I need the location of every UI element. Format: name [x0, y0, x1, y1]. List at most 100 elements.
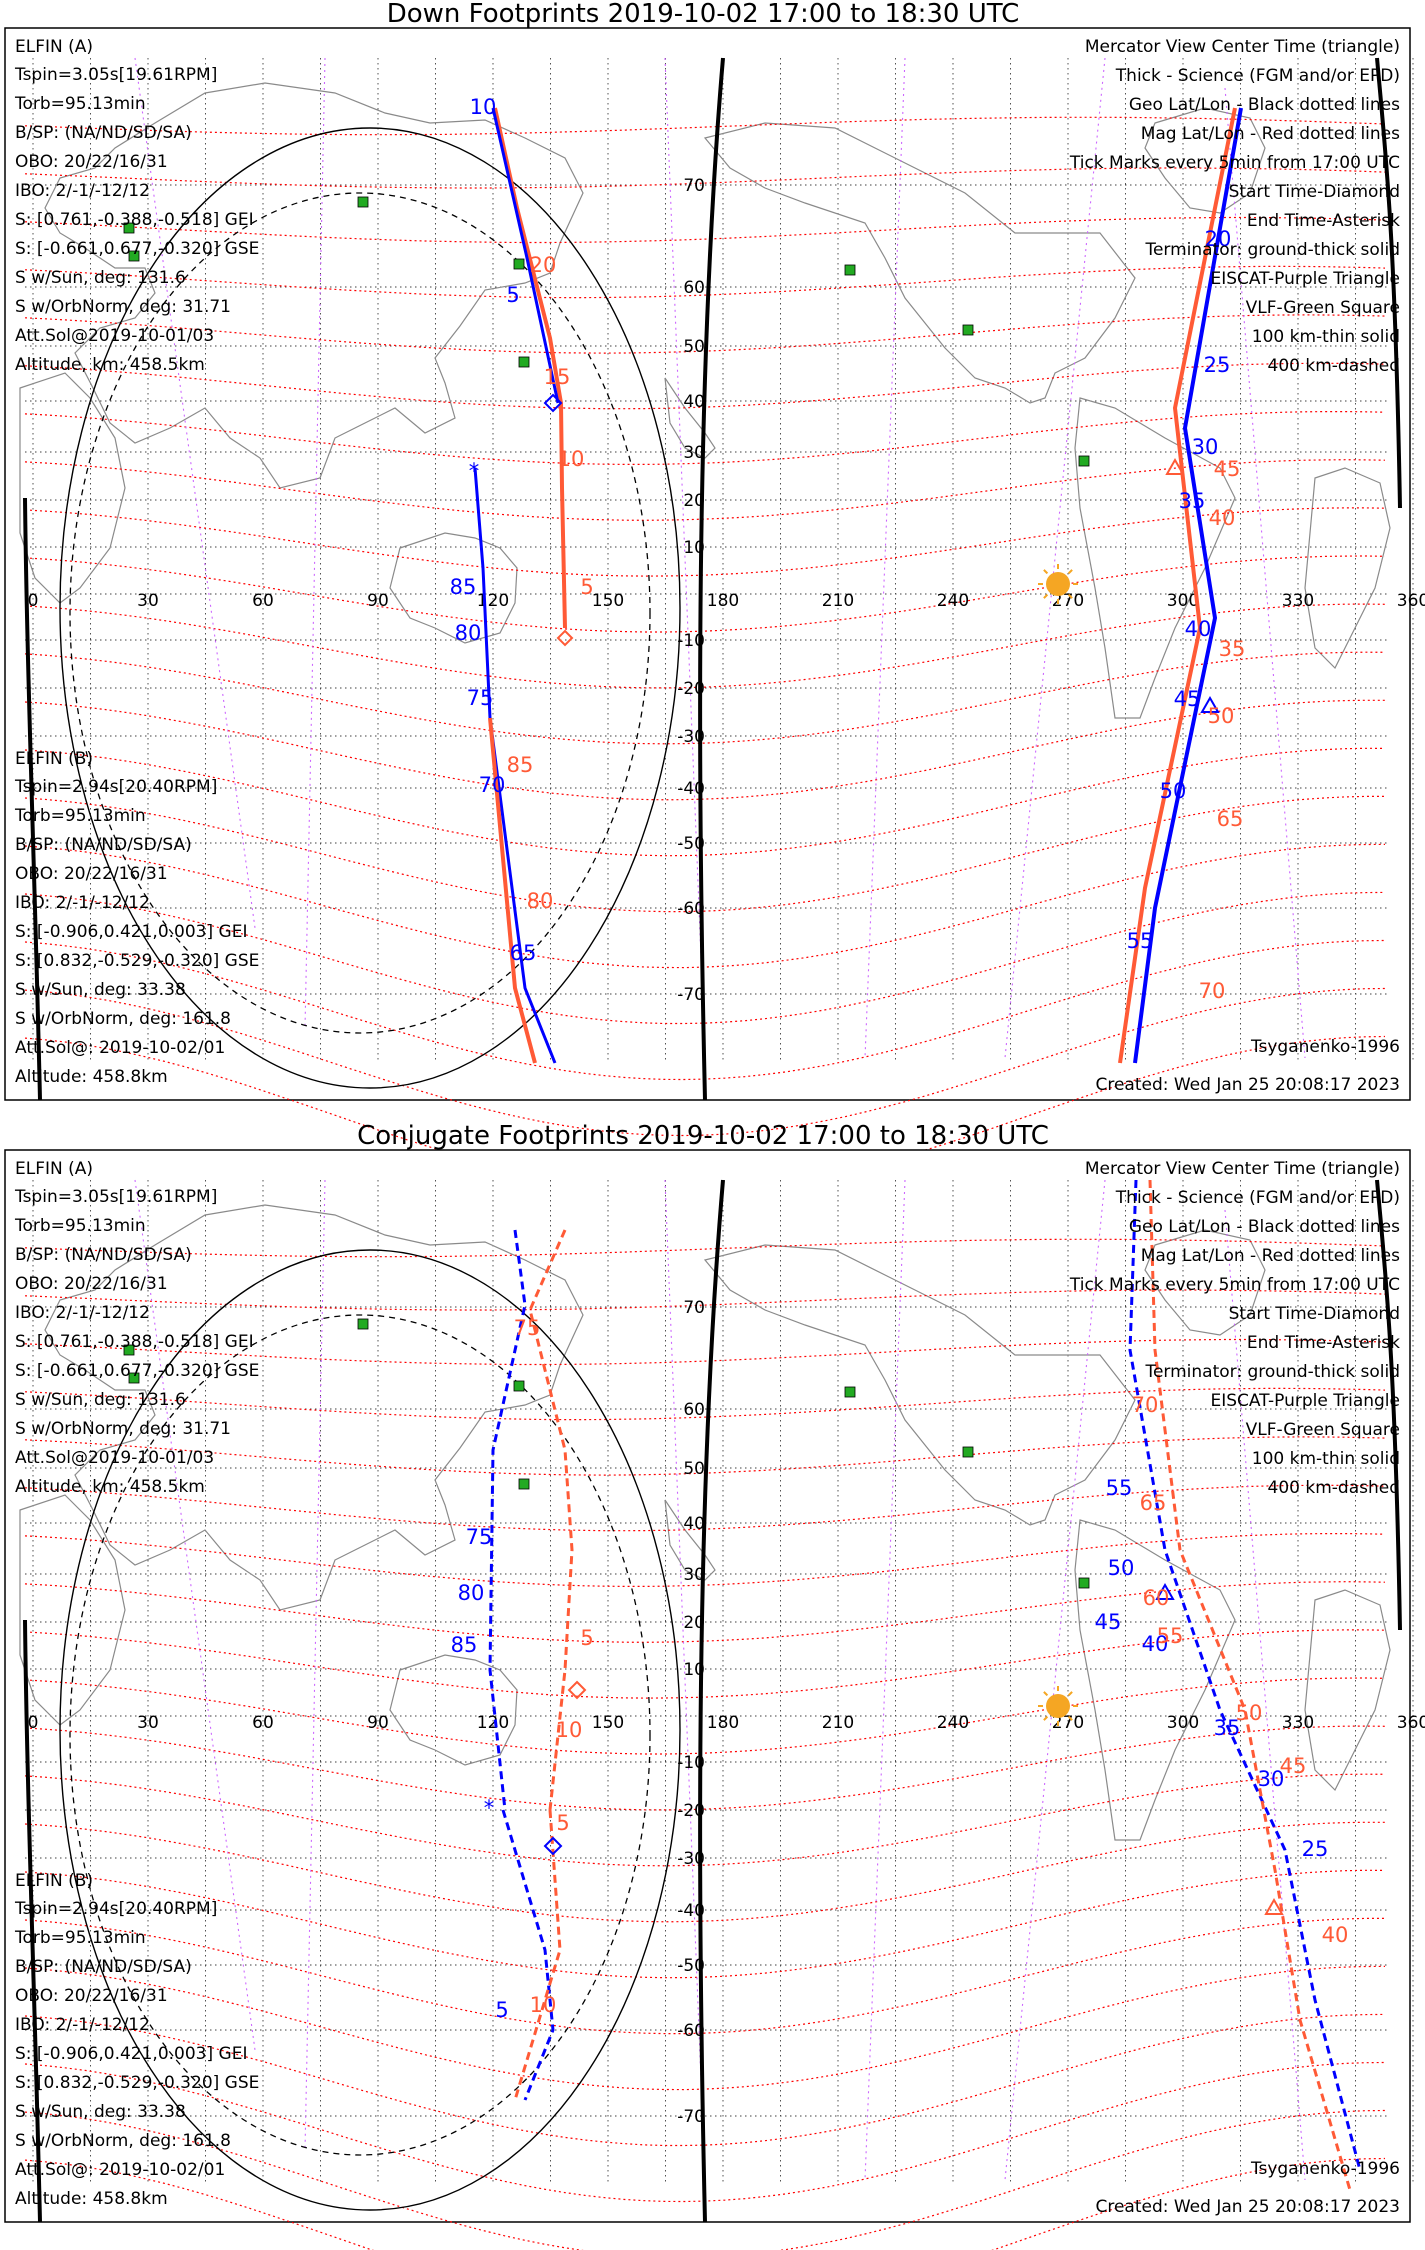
lon-label: 180	[707, 591, 739, 611]
legend-entry: Tick Marks every 5min from 17:00 UTC	[1069, 153, 1400, 173]
vlf-square-icon	[518, 1478, 530, 1490]
track-elfin-a-east	[1133, 107, 1243, 1064]
elfin-a-name: ELFIN (A)	[15, 1159, 93, 1179]
track-elfin-b-east	[1118, 107, 1237, 1064]
blue-tick-label: 65	[510, 941, 537, 965]
legend-entry: Mercator View Center Time (triangle)	[1085, 1159, 1400, 1179]
lon-label: 30	[137, 1713, 159, 1733]
mag-latitude-line	[24, 116, 1386, 136]
vlf-square-icon	[1078, 1577, 1090, 1589]
red-tick-label: 40	[1209, 506, 1236, 530]
blue-tick-label: 25	[1302, 1837, 1329, 1861]
terminator	[23, 1179, 1402, 2223]
blue-tick-label: 45	[1174, 687, 1201, 711]
lat-label: 50	[683, 1459, 705, 1479]
legend-entry: EISCAT-Purple Triangle	[1210, 1391, 1400, 1411]
lat-label: -60	[677, 899, 705, 919]
lat-label: -30	[677, 1849, 705, 1869]
coastline-outline	[1304, 1589, 1391, 1792]
mag-latitude-line	[24, 1338, 1386, 1366]
red-tick-label: 60	[1143, 1586, 1170, 1610]
elfin-b-info-line: B/SP: (NA/ND/SD/SA)	[15, 1957, 192, 1977]
elfin-b-info-line: Tspin=2.94s[20.40RPM]	[14, 777, 217, 797]
elfin-a-info-line: Torb=95.13min	[14, 1216, 146, 1236]
elfin-a-info-line: S: [0.761,-0.388,-0.518] GEI	[15, 210, 254, 230]
lat-label: -70	[677, 2107, 705, 2127]
lon-label: 240	[937, 1713, 969, 1733]
elfin-b-name: ELFIN (B)	[15, 1871, 93, 1891]
legend-entry: Geo Lat/Lon - Black dotted lines	[1129, 95, 1400, 115]
footprint-tracks	[473, 107, 1243, 1064]
blue-tick-label: 5	[495, 1998, 508, 2022]
vlf-square-icon	[513, 258, 525, 270]
lat-label: 20	[683, 1613, 705, 1633]
lat-label: -10	[677, 631, 705, 651]
lon-label: 150	[592, 1713, 624, 1733]
center-triangle-icon	[1200, 695, 1220, 713]
sun-ray	[1043, 593, 1049, 599]
legend-entry: VLF-Green Square	[1246, 1420, 1400, 1440]
lon-label: 120	[477, 1713, 509, 1733]
elfin-a-info-line: Att.Sol@2019-10-01/03	[15, 326, 214, 346]
lon-label: 300	[1167, 591, 1199, 611]
created-timestamp: Created: Wed Jan 25 20:08:17 2023	[1095, 2197, 1400, 2217]
mag-latitude-line	[24, 1917, 1385, 2035]
red-tick-label: 70	[1132, 1393, 1159, 1417]
red-tick-label: 50	[1208, 704, 1235, 728]
red-tick-label: 10	[556, 1718, 583, 1742]
elfin-a-info-line: Torb=95.13min	[14, 94, 146, 114]
legend-entry: EISCAT-Purple Triangle	[1210, 269, 1400, 289]
terminator-line	[1375, 57, 1402, 509]
vlf-square-icon	[123, 1344, 135, 1356]
red-tick-label: 5	[580, 575, 593, 599]
vlf-square-icon	[123, 222, 135, 234]
mag-latitude-line	[24, 507, 1386, 577]
legend-entry: Start Time-Diamond	[1229, 1304, 1400, 1324]
map-frame	[4, 27, 1411, 1101]
blue-tick-label: 75	[466, 1525, 493, 1549]
elfin-b-info-line: Tspin=2.94s[20.40RPM]	[14, 1899, 217, 1919]
elfin-a-info-line: Att.Sol@2019-10-01/03	[15, 1448, 214, 1468]
mag-latitude-line	[24, 1725, 1386, 1811]
elfin-a-info-line: OBO: 20/22/16/31	[15, 1274, 168, 1294]
center-triangle-icon	[1155, 1582, 1175, 1600]
lon-label: 90	[367, 591, 389, 611]
lon-label: 180	[707, 1713, 739, 1733]
coastline-outline	[44, 1204, 584, 1611]
mag-meridian-line	[1224, 1209, 1306, 2181]
terminator-line	[698, 1179, 725, 2223]
mag-latitude-line	[24, 167, 1386, 189]
blue-tick-label: 70	[479, 773, 506, 797]
lon-label: 270	[1052, 591, 1084, 611]
blue-tick-label: 75	[467, 686, 494, 710]
mag-latitude-line	[24, 1289, 1386, 1311]
lat-label: 20	[683, 491, 705, 511]
end-asterisk-icon: *	[484, 1796, 495, 1820]
lat-label: 70	[683, 176, 705, 196]
red-tick-label: 70	[1199, 979, 1226, 1003]
mag-grid	[24, 1238, 1386, 2250]
coastline-outline	[19, 372, 126, 604]
lon-label: 0	[28, 1713, 39, 1733]
coastline-outline	[389, 532, 518, 644]
legend-entry: Tick Marks every 5min from 17:00 UTC	[1069, 1275, 1400, 1295]
legend-entry: Thick - Science (FGM and/or EPD)	[1115, 1188, 1400, 1208]
vlf-square-icon	[357, 1318, 369, 1330]
start-diamond-icon	[556, 629, 574, 647]
lat-label: 70	[683, 1298, 705, 1318]
mag-latitude-line	[24, 2109, 1386, 2250]
legend-entry: 400 km-dashed	[1268, 1478, 1400, 1498]
legend-entry: Thick - Science (FGM and/or EPD)	[1115, 66, 1400, 86]
track-elfin-b-south	[513, 1809, 562, 2101]
mag-meridian-line	[134, 1179, 256, 2051]
lat-label: -20	[677, 1801, 705, 1821]
footprint-100km-ellipse	[59, 127, 681, 1089]
elfin-a-info-line: S w/OrbNorm, deg: 31.71	[15, 1419, 231, 1439]
lat-label: -40	[677, 779, 705, 799]
legend-entry: Mag Lat/Lon - Red dotted lines	[1141, 124, 1400, 144]
lat-label: -10	[677, 1753, 705, 1773]
elfin-b-info-line: OBO: 20/22/16/31	[15, 1986, 168, 2006]
sun-icon	[1038, 564, 1078, 604]
lon-label: 30	[137, 591, 159, 611]
